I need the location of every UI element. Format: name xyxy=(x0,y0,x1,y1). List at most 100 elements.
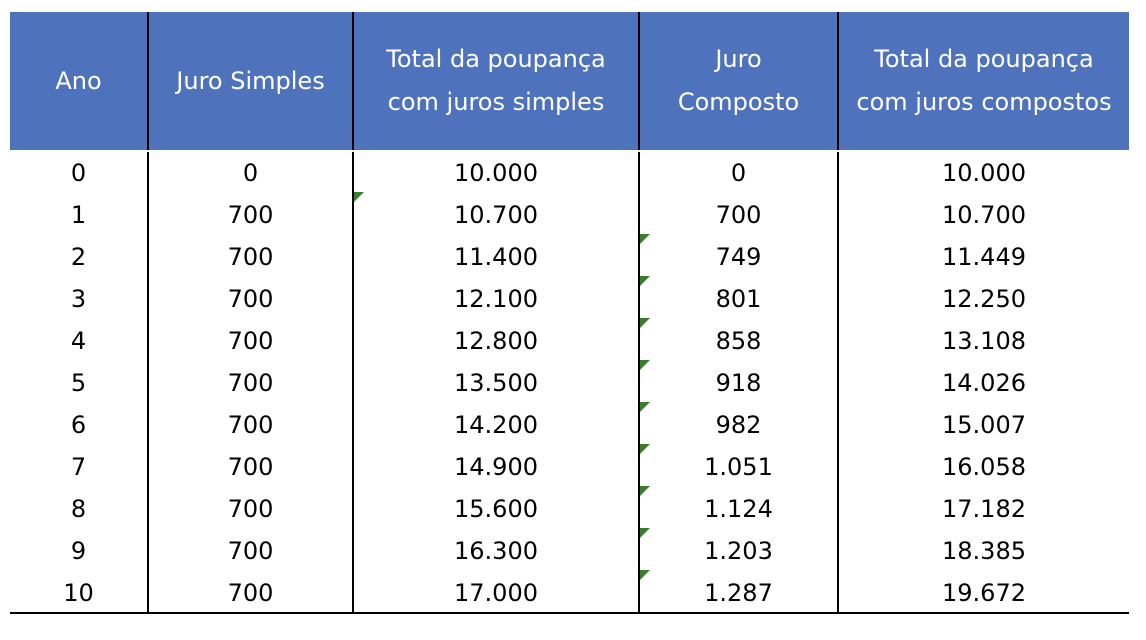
table-cell[interactable]: 700 xyxy=(147,446,352,488)
table-bottom-border xyxy=(10,612,1129,614)
header-label: Total da poupança com juros simples xyxy=(386,45,606,116)
error-indicator-icon[interactable] xyxy=(354,192,364,202)
cell-value: 16.058 xyxy=(942,453,1026,481)
table-cell[interactable]: 700 xyxy=(147,194,352,236)
header-cell-total-simples[interactable]: Total da poupança com juros simples xyxy=(352,12,638,150)
cell-value: 918 xyxy=(715,369,762,397)
table-cell[interactable]: 17.000 xyxy=(352,572,638,614)
cell-value: 15.007 xyxy=(942,411,1026,439)
table-cell[interactable]: 7 xyxy=(10,446,147,488)
table-cell[interactable]: 12.250 xyxy=(837,278,1129,320)
cell-value: 12.100 xyxy=(454,285,538,313)
table-cell[interactable]: 918 xyxy=(638,360,837,404)
cell-value: 8 xyxy=(70,495,87,523)
table-cell[interactable]: 13.108 xyxy=(837,320,1129,362)
table-cell[interactable]: 18.385 xyxy=(837,530,1129,572)
header-label: Total da poupança com juros compostos xyxy=(856,45,1112,116)
table-cell[interactable]: 700 xyxy=(147,320,352,362)
cell-value: 17.000 xyxy=(454,579,538,607)
cell-value: 13.108 xyxy=(942,327,1026,355)
cell-value: 700 xyxy=(227,285,274,313)
cell-value: 14.026 xyxy=(942,369,1026,397)
table-cell[interactable]: 6 xyxy=(10,404,147,446)
table-cell[interactable]: 15.600 xyxy=(352,488,638,530)
table-row: 7 700 14.900 1.051 16.058 xyxy=(10,444,1129,488)
error-indicator-icon[interactable] xyxy=(640,360,650,370)
table-cell[interactable]: 15.007 xyxy=(837,404,1129,446)
table-cell[interactable]: 10.700 xyxy=(837,194,1129,236)
table-cell[interactable]: 2 xyxy=(10,236,147,278)
cell-value: 10.000 xyxy=(942,159,1026,187)
table-row: 4 700 12.800 858 13.108 xyxy=(10,318,1129,362)
table-cell[interactable]: 1.124 xyxy=(638,486,837,530)
error-indicator-icon[interactable] xyxy=(640,444,650,454)
table-cell[interactable]: 700 xyxy=(147,404,352,446)
table-cell[interactable]: 1.287 xyxy=(638,570,837,614)
table-cell[interactable]: 4 xyxy=(10,320,147,362)
error-indicator-icon[interactable] xyxy=(640,402,650,412)
table-cell[interactable]: 700 xyxy=(638,194,837,236)
error-indicator-icon[interactable] xyxy=(640,234,650,244)
table-cell[interactable]: 982 xyxy=(638,402,837,446)
table-cell[interactable]: 700 xyxy=(147,236,352,278)
cell-value: 14.900 xyxy=(454,453,538,481)
error-indicator-icon[interactable] xyxy=(640,528,650,538)
cell-value: 10 xyxy=(63,579,94,607)
table-row: 3 700 12.100 801 12.250 xyxy=(10,276,1129,320)
cell-value: 0 xyxy=(242,159,259,187)
table-cell[interactable]: 0 xyxy=(10,152,147,194)
cell-value: 700 xyxy=(227,327,274,355)
error-indicator-icon[interactable] xyxy=(640,486,650,496)
cell-value: 0 xyxy=(730,159,747,187)
table-cell[interactable]: 1.203 xyxy=(638,528,837,572)
table-cell[interactable]: 10.700 xyxy=(352,192,638,236)
table-cell[interactable]: 3 xyxy=(10,278,147,320)
table-cell[interactable]: 12.100 xyxy=(352,278,638,320)
table-cell[interactable]: 8 xyxy=(10,488,147,530)
header-cell-juro-composto[interactable]: Juro Composto xyxy=(638,12,837,150)
table-cell[interactable]: 700 xyxy=(147,572,352,614)
table-cell[interactable]: 858 xyxy=(638,318,837,362)
table-cell[interactable]: 10.000 xyxy=(352,152,638,194)
cell-value: 12.800 xyxy=(454,327,538,355)
table-cell[interactable]: 1.051 xyxy=(638,444,837,488)
error-indicator-icon[interactable] xyxy=(640,318,650,328)
table-cell[interactable]: 749 xyxy=(638,234,837,278)
header-cell-juro-simples[interactable]: Juro Simples xyxy=(147,12,352,150)
table-row: 0 0 10.000 0 10.000 xyxy=(10,152,1129,194)
table-cell[interactable]: 0 xyxy=(147,152,352,194)
table-cell[interactable]: 11.400 xyxy=(352,236,638,278)
table-cell[interactable]: 5 xyxy=(10,362,147,404)
header-cell-ano[interactable]: Ano xyxy=(10,12,147,150)
table-cell[interactable]: 16.058 xyxy=(837,446,1129,488)
table-body: 0 0 10.000 0 10.000 1 700 10.700 700 10.700 2 700 11… xyxy=(10,150,1129,614)
table-cell[interactable]: 700 xyxy=(147,278,352,320)
table-cell[interactable]: 17.182 xyxy=(837,488,1129,530)
table-row: 10 700 17.000 1.287 19.672 xyxy=(10,570,1129,614)
table-cell[interactable]: 1 xyxy=(10,194,147,236)
table-cell[interactable]: 14.200 xyxy=(352,404,638,446)
error-indicator-icon[interactable] xyxy=(640,570,650,580)
table-cell[interactable]: 801 xyxy=(638,276,837,320)
cell-value: 749 xyxy=(715,243,762,271)
header-cell-total-composto[interactable]: Total da poupança com juros compostos xyxy=(837,12,1129,150)
table-cell[interactable]: 12.800 xyxy=(352,320,638,362)
table-cell[interactable]: 10 xyxy=(10,572,147,614)
cell-value: 982 xyxy=(715,411,762,439)
table-cell[interactable]: 14.900 xyxy=(352,446,638,488)
table-cell[interactable]: 16.300 xyxy=(352,530,638,572)
cell-value: 7 xyxy=(70,453,87,481)
table-cell[interactable]: 700 xyxy=(147,530,352,572)
table-cell[interactable]: 19.672 xyxy=(837,572,1129,614)
table-cell[interactable]: 10.000 xyxy=(837,152,1129,194)
error-indicator-icon[interactable] xyxy=(640,276,650,286)
cell-value: 12.250 xyxy=(942,285,1026,313)
table-cell[interactable]: 700 xyxy=(147,488,352,530)
table-cell[interactable]: 700 xyxy=(147,362,352,404)
table-cell[interactable]: 0 xyxy=(638,152,837,194)
table-cell[interactable]: 13.500 xyxy=(352,362,638,404)
table-cell[interactable]: 11.449 xyxy=(837,236,1129,278)
cell-value: 1 xyxy=(70,201,87,229)
table-cell[interactable]: 14.026 xyxy=(837,362,1129,404)
table-cell[interactable]: 9 xyxy=(10,530,147,572)
